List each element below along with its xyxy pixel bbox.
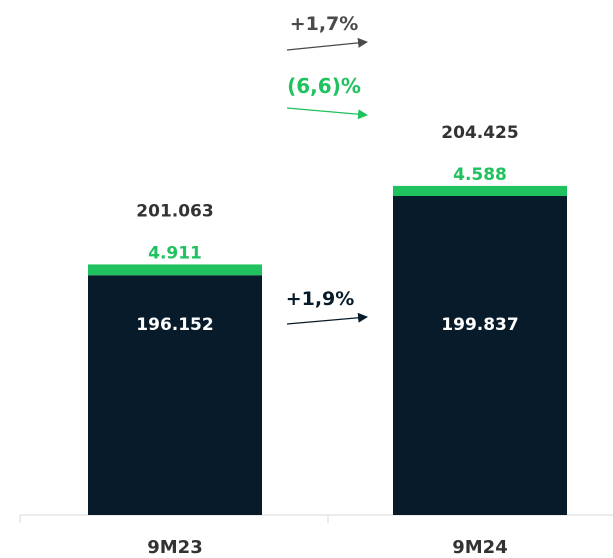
green-growth-arrow xyxy=(286,107,368,120)
green-value-label: 4.588 xyxy=(453,165,507,185)
dark-growth-label: +1,9% xyxy=(286,288,355,310)
dark-growth-arrow xyxy=(286,312,368,325)
bar-dark-9M23 xyxy=(88,275,262,515)
bar-green-9M23 xyxy=(88,264,262,276)
total-growth-label: +1,7% xyxy=(290,13,359,35)
green-growth-label: (6,6)% xyxy=(287,74,361,98)
labels-group: 196.152 4.911 201.063 9M23 199.837 4.588 204.4… xyxy=(136,123,518,558)
category-label: 9M24 xyxy=(452,537,508,558)
bar-green-9M24 xyxy=(393,185,567,197)
category-label: 9M23 xyxy=(147,537,203,558)
green-value-label: 4.911 xyxy=(148,243,202,263)
total-value-label: 201.063 xyxy=(136,201,213,221)
bars-group xyxy=(88,185,567,515)
dark-value-label: 196.152 xyxy=(136,315,213,335)
total-value-label: 204.425 xyxy=(441,123,518,143)
dark-value-label: 199.837 xyxy=(441,315,518,335)
bar-dark-9M24 xyxy=(393,196,567,515)
total-growth-arrow xyxy=(286,37,368,51)
